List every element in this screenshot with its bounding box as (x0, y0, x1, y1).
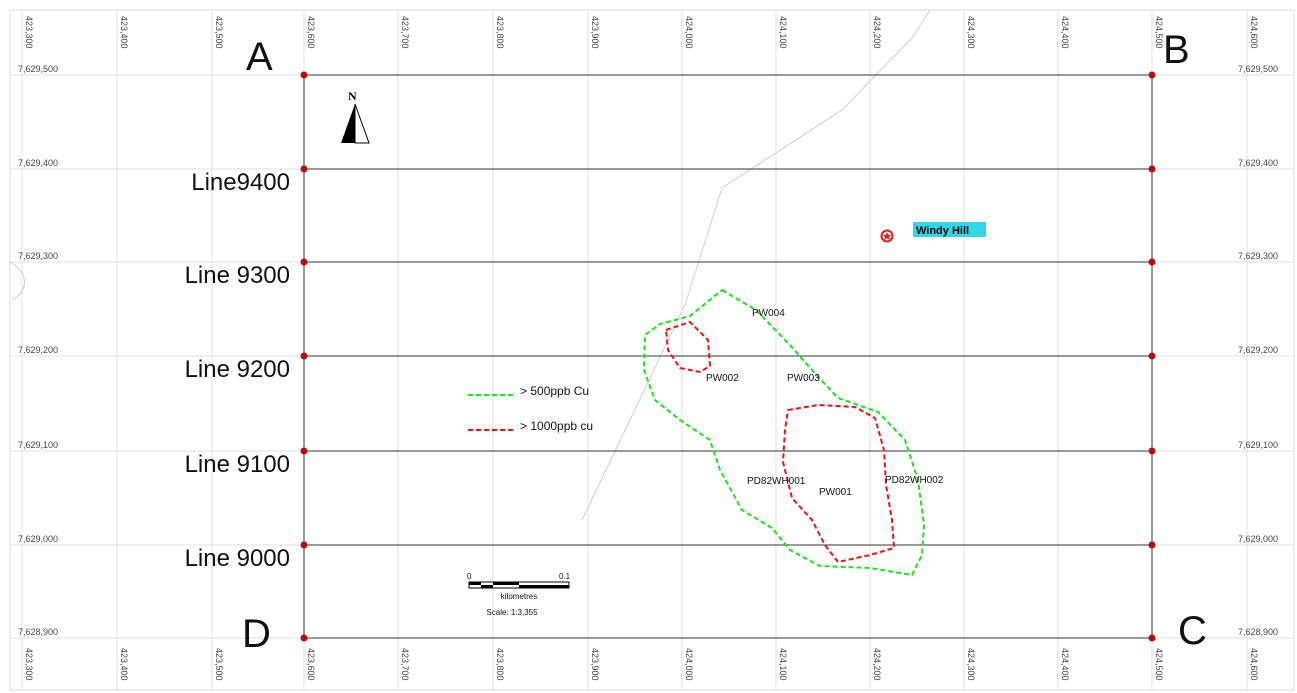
easting-tick-bottom: 424,300 (966, 648, 976, 681)
bottom-easting-ticks: 423,300 423,400 423,500 423,600 423,700 … (24, 648, 1259, 681)
easting-tick-top: 423,300 (24, 16, 34, 49)
line-label: Line 9000 (185, 545, 290, 572)
anomaly-500ppb-contour (642, 288, 926, 577)
station-label: PD82WH001 (747, 476, 806, 487)
easting-tick-bottom: 424,600 (1249, 648, 1259, 681)
easting-tick-bottom: 423,300 (24, 648, 34, 681)
north-arrow-label: N (348, 89, 357, 103)
northing-tick-right: 7,629,400 (1238, 158, 1278, 168)
easting-tick-top: 423,600 (306, 16, 316, 49)
northing-tick-right: 7,628,900 (1238, 627, 1278, 637)
northing-tick-left: 7,629,200 (18, 345, 58, 355)
northing-tick-right: 7,629,000 (1238, 534, 1278, 544)
anomaly-1000ppb-contour-west (664, 320, 712, 374)
northing-tick-left: 7,629,100 (18, 440, 58, 450)
windy-hill-marker-icon (880, 229, 894, 243)
northing-tick-right: 7,629,200 (1238, 345, 1278, 355)
easting-tick-bottom: 424,100 (778, 648, 788, 681)
top-easting-ticks: 423,300 423,400 423,500 423,600 423,700 … (24, 16, 1259, 49)
easting-tick-bottom: 423,500 (214, 648, 224, 681)
scale-unit-label: kilometres (501, 592, 537, 601)
corner-label-b: B (1163, 28, 1190, 72)
station-label: PW004 (752, 308, 785, 319)
easting-tick-top: 424,500 (1154, 16, 1164, 49)
line-label: Line 9300 (185, 262, 290, 289)
easting-tick-bottom: 423,400 (119, 648, 129, 681)
northing-tick-left: 7,629,400 (18, 158, 58, 168)
line-label: Line 9100 (185, 451, 290, 478)
station-label: PW001 (819, 487, 852, 498)
easting-tick-bottom: 424,000 (684, 648, 694, 681)
north-arrow-icon: N (341, 89, 370, 144)
easting-tick-top: 423,800 (495, 16, 505, 49)
line-label: Line 9200 (185, 356, 290, 383)
legend-label-1000ppb: > 1000ppb cu (520, 419, 593, 433)
easting-tick-top: 424,200 (872, 16, 882, 49)
station-label: PW002 (706, 373, 739, 384)
station-label: PW003 (787, 373, 820, 384)
corner-label-a: A (246, 35, 273, 79)
scale-ratio-label: Scale: 1:3,355 (486, 608, 538, 617)
scale-min-label: 0 (467, 572, 472, 581)
anomaly-1000ppb-contour-east (781, 403, 896, 564)
watermark-arc (9, 261, 25, 301)
map-frame (9, 9, 1295, 691)
scale-bar: 0 0.1 kilometres Scale: 1:3,355 (467, 572, 571, 617)
scale-max-label: 0.1 (559, 572, 571, 581)
easting-tick-top: 423,900 (590, 16, 600, 49)
corner-label-d: D (242, 612, 271, 656)
northing-tick-right: 7,629,100 (1238, 440, 1278, 450)
northing-tick-left: 7,629,300 (18, 251, 58, 261)
legend-label-500ppb: > 500ppb Cu (520, 384, 589, 398)
northing-tick-right: 7,629,500 (1238, 64, 1278, 74)
northing-tick-right: 7,629,300 (1238, 251, 1278, 261)
easting-tick-bottom: 423,800 (495, 648, 505, 681)
easting-tick-top: 424,400 (1060, 16, 1070, 49)
northing-tick-left: 7,629,500 (18, 64, 58, 74)
easting-tick-bottom: 423,700 (400, 648, 410, 681)
northing-tick-left: 7,628,900 (18, 627, 58, 637)
northing-tick-left: 7,629,000 (18, 534, 58, 544)
right-northing-ticks: 7,629,500 7,629,400 7,629,300 7,629,200 … (1238, 64, 1278, 637)
easting-tick-top: 424,000 (684, 16, 694, 49)
line-label: Line9400 (191, 169, 290, 196)
easting-tick-top: 423,400 (119, 16, 129, 49)
survey-line-endpoints (300, 71, 1156, 642)
survey-lines (304, 168, 1152, 546)
easting-tick-bottom: 423,600 (306, 648, 316, 681)
place-label-highlight (913, 222, 986, 237)
left-northing-ticks: 7,629,500 7,629,400 7,629,300 7,629,200 … (18, 64, 58, 637)
legend: > 500ppb Cu > 1000ppb cu (468, 384, 593, 433)
easting-tick-bottom: 424,500 (1154, 648, 1164, 681)
easting-tick-top: 424,100 (778, 16, 788, 49)
station-label: PD82WH002 (885, 475, 944, 486)
easting-tick-bottom: 423,900 (590, 648, 600, 681)
easting-tick-bottom: 424,400 (1060, 648, 1070, 681)
easting-tick-top: 424,300 (966, 16, 976, 49)
easting-tick-bottom: 424,200 (872, 648, 882, 681)
place-label: Windy Hill (916, 225, 969, 237)
easting-tick-top: 423,500 (214, 16, 224, 49)
easting-tick-top: 424,600 (1249, 16, 1259, 49)
corner-label-c: C (1178, 609, 1207, 653)
easting-tick-top: 423,700 (400, 16, 410, 49)
